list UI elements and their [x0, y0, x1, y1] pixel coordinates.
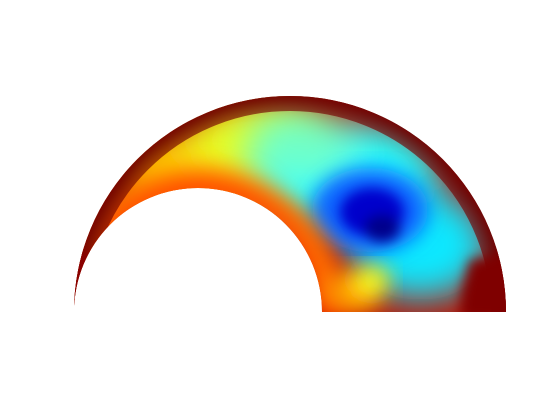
annulus-fill — [74, 96, 506, 312]
